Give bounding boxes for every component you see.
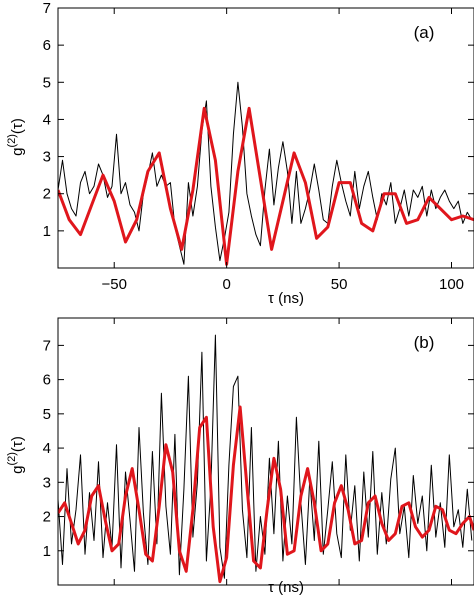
chart0-ytick-label: 4 [43,111,51,128]
chart0-y-axis-label-arg: (τ) [9,118,26,134]
chart0-y-axis-label: g(2)(τ) [6,118,26,156]
chart1-y-axis-label: g(2)(τ) [6,436,26,474]
chart0-xtick-label: 50 [331,276,348,293]
chart1-xtick-label: −50 [101,593,126,596]
chart1-ytick-label: 5 [43,406,51,423]
chart1-ytick-label: 2 [43,509,51,526]
chart0-y-axis-label-sup: (2) [6,134,18,147]
chart1-y-axis-label-sup: (2) [6,452,18,465]
chart0-series-fit [58,106,474,266]
chart1-ytick-label: 4 [43,440,51,457]
chart1-series-fit [58,405,474,584]
chart0-y-axis-label-main: g [9,148,26,156]
chart1-y-axis-label-main: g [9,466,26,474]
chart1-ytick-label: 3 [43,474,51,491]
panel-b: −50 0 50 100 1 2 3 4 5 6 7 τ (ns) g(2)(τ) (b) [6,317,474,596]
chart1-axes-frame [57,317,474,586]
chart1-xtick-label: 100 [439,593,464,596]
chart1-x-axis-label: τ (ns) [268,579,304,596]
chart0-ytick-label: 1 [43,223,51,240]
chart1-panel-label: (b) [414,333,435,352]
chart1-xtick-label: 0 [222,593,230,596]
chart0-x-axis-label: τ (ns) [268,290,304,307]
panel-a: −50 0 50 100 1 2 3 4 5 6 7 τ (ns) g(2)(τ) (a) [6,0,474,307]
chart0-ytick-label: 5 [43,74,51,91]
chart1-ytick-label: 1 [43,543,51,560]
chart0-series-measured [58,81,473,265]
chart1-xtick-label: 50 [331,593,348,596]
chart0-ytick-label: 3 [43,149,51,166]
chart0-ytick-label: 7 [43,0,51,17]
chart0-xtick-label: 0 [222,276,230,293]
chart1-ytick-label: 6 [43,372,51,389]
chart0-axes-frame [57,7,474,269]
chart0-xtick-label: −50 [101,276,126,293]
chart0-xtick-label: 100 [439,276,464,293]
chart0-panel-label: (a) [414,23,435,42]
chart1-ytick-label: 7 [43,337,51,354]
chart0-ytick-label: 2 [43,186,51,203]
chart0-ytick-label: 6 [43,37,51,54]
chart1-y-axis-label-arg: (τ) [9,436,26,452]
